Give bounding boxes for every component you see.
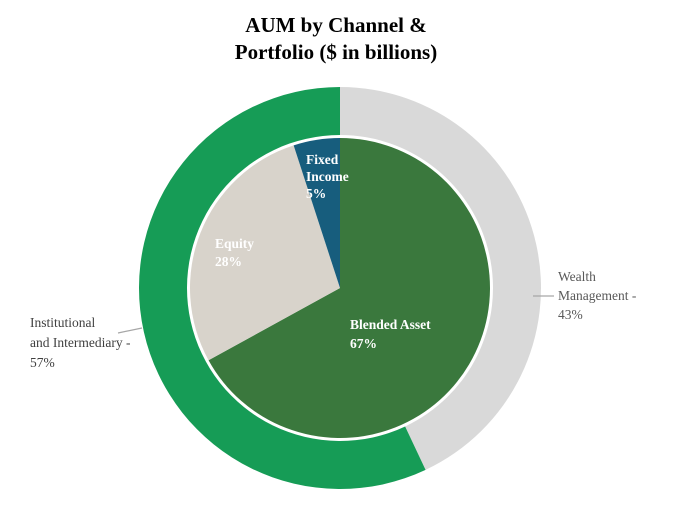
chart-title-line1: AUM by Channel & (245, 13, 427, 37)
inner-slice-fixed-income (293, 138, 340, 288)
callout-line-institutional (117, 327, 143, 334)
slice-label-equity: Equity 28% (215, 236, 257, 269)
slice-label-blended-asset: Blended Asset 67% (350, 317, 434, 351)
slice-label-fixed-income: Fixed Income 5% (306, 152, 352, 201)
chart-title: AUM by Channel & Portfolio ($ in billion… (0, 12, 672, 66)
callout-label-wealth-management: Wealth Management - 43% (558, 269, 640, 322)
inner-slice-blended-asset (208, 138, 490, 439)
inner-slice-equity (189, 145, 340, 361)
outer-slice-wealth-management (340, 87, 541, 470)
callout-label-institutional: Institutional and Intermediary - 57% (30, 315, 134, 370)
outer-slice-institutional-intermediary (138, 87, 426, 489)
chart-title-line2: Portfolio ($ in billions) (234, 40, 438, 64)
